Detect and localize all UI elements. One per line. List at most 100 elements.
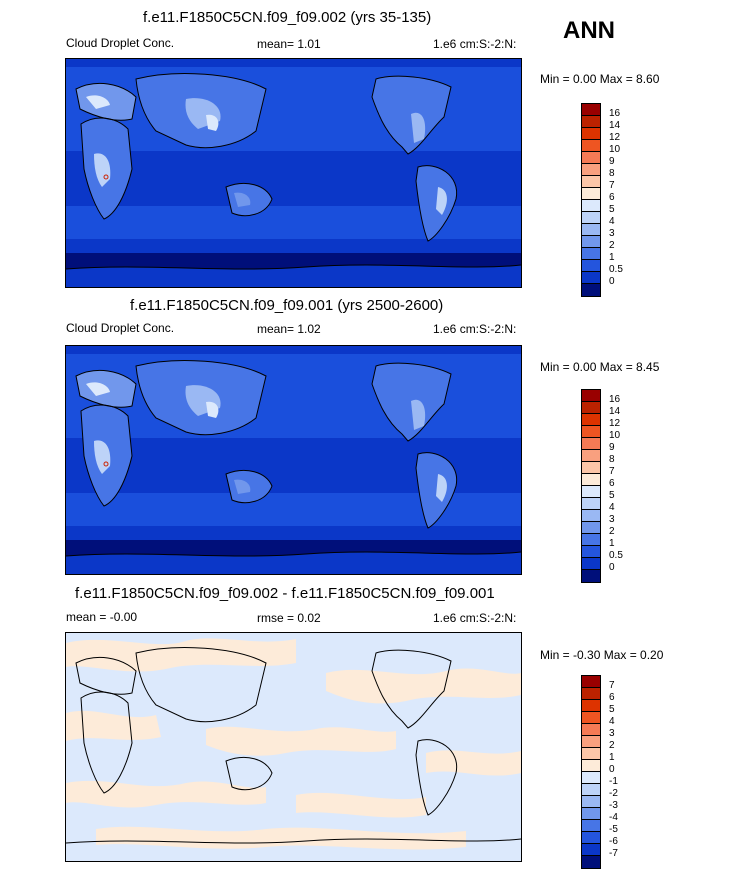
panel3-units-label: 1.e6 cm:S:-2:N: <box>433 611 517 625</box>
panel1-colorbar-swatch <box>582 140 600 152</box>
panel3-colorbar-label: -6 <box>609 836 618 847</box>
panel3-colorbar-label: 2 <box>609 740 615 751</box>
panel1-map <box>65 58 522 288</box>
panel2-colorbar-swatch <box>582 522 600 534</box>
panel1-map-svg <box>66 59 521 287</box>
panel1-colorbar-swatch <box>582 152 600 164</box>
panel1-colorbar-label: 0.5 <box>609 264 623 275</box>
panel1-colorbar-swatch <box>582 176 600 188</box>
panel1-colorbar-swatch <box>582 164 600 176</box>
panel2-map <box>65 345 522 575</box>
panel1-title: f.e11.F1850C5CN.f09_f09.002 (yrs 35-135) <box>143 9 432 26</box>
panel2-units-label: 1.e6 cm:S:-2:N: <box>433 322 517 336</box>
panel1-mean-label: mean= 1.01 <box>257 37 321 51</box>
panel1-colorbar-label: 8 <box>609 168 615 179</box>
panel3-colorbar-label: 4 <box>609 716 615 727</box>
panel2-colorbar-label: 10 <box>609 430 621 441</box>
panel2-colorbar-swatch <box>582 486 600 498</box>
panel1-colorbar-swatch <box>582 248 600 260</box>
panel1-colorbar-swatch <box>582 188 600 200</box>
panel1-colorbar-swatch <box>582 260 600 272</box>
panel3-colorbar-label: -2 <box>609 788 618 799</box>
panel1-colorbar-swatch <box>582 236 600 248</box>
panel3-colorbar-label: -3 <box>609 800 618 811</box>
panel2-colorbar-label: 16 <box>609 394 621 405</box>
panel2-colorbar-label: 0.5 <box>609 550 623 561</box>
panel3-colorbar-swatch <box>582 676 600 688</box>
panel2-colorbar-swatch <box>582 462 600 474</box>
panel3-colorbar-swatch <box>582 772 600 784</box>
panel2-colorbar-label: 2 <box>609 526 615 537</box>
panel2-colorbar-swatch <box>582 390 600 402</box>
panel2-variable-label: Cloud Droplet Conc. <box>66 321 175 335</box>
panel3-colorbar-swatch <box>582 724 600 736</box>
panel3-colorbar-label: -1 <box>609 776 618 787</box>
panel1-colorbar-label: 0 <box>609 276 615 287</box>
panel3-map <box>65 632 522 862</box>
panel2-colorbar-label: 3 <box>609 514 615 525</box>
panel3-colorbar-swatch <box>582 808 600 820</box>
panel2-colorbar-label: 0 <box>609 562 615 573</box>
panel3-colorbar-label: 0 <box>609 764 615 775</box>
panel3-colorbar-swatch <box>582 748 600 760</box>
panel1-colorbar-label: 14 <box>609 120 621 131</box>
panel1-colorbar-label: 9 <box>609 156 615 167</box>
panel1-minmax-label: Min = 0.00 Max = 8.60 <box>540 72 660 86</box>
panel1-colorbar-swatch <box>582 128 600 140</box>
panel3-colorbar-label: 3 <box>609 728 615 739</box>
panel2-colorbar-swatch <box>582 570 600 582</box>
panel3-minmax-label: Min = -0.30 Max = 0.20 <box>540 648 664 662</box>
panel1-colorbar-label: 4 <box>609 216 615 227</box>
panel2-colorbar-swatch <box>582 534 600 546</box>
panel2-title: f.e11.F1850C5CN.f09_f09.001 (yrs 2500-26… <box>130 297 444 314</box>
panel2-colorbar-label: 9 <box>609 442 615 453</box>
panel1-colorbar-label: 6 <box>609 192 615 203</box>
panel2-mean-label: mean= 1.02 <box>257 322 321 336</box>
panel1-colorbar-label: 16 <box>609 108 621 119</box>
panel2-colorbar-swatch <box>582 474 600 486</box>
panel1-colorbar-swatch <box>582 104 600 116</box>
panel1-colorbar-swatch <box>582 116 600 128</box>
panel3-map-svg <box>66 633 521 861</box>
panel3-colorbar-label: 1 <box>609 752 615 763</box>
panel2-colorbar-label: 12 <box>609 418 621 429</box>
panel3-rmse-label: rmse = 0.02 <box>257 611 321 625</box>
panel3-colorbar-swatch <box>582 844 600 856</box>
panel3-colorbar-swatch <box>582 688 600 700</box>
panel2-colorbar-label: 1 <box>609 538 615 549</box>
panel3-colorbar-swatch <box>582 832 600 844</box>
panel3-colorbar-label: -4 <box>609 812 618 823</box>
panel2-colorbar-swatch <box>582 498 600 510</box>
panel1-colorbar-label: 12 <box>609 132 621 143</box>
panel3-title: f.e11.F1850C5CN.f09_f09.002 - f.e11.F185… <box>75 585 495 602</box>
panel3-colorbar-swatch <box>582 700 600 712</box>
panel2-colorbar-label: 6 <box>609 478 615 489</box>
panel3-colorbar-swatch <box>582 856 600 868</box>
panel2-colorbar-swatch <box>582 450 600 462</box>
panel2-colorbar-label: 4 <box>609 502 615 513</box>
panel3-colorbar-swatch <box>582 820 600 832</box>
panel3-colorbar-swatch <box>582 760 600 772</box>
panel2-colorbar-label: 14 <box>609 406 621 417</box>
panel2-colorbar-swatch <box>582 546 600 558</box>
panel3-colorbar-label: -7 <box>609 848 618 859</box>
panel1-colorbar-swatch <box>582 212 600 224</box>
panel3-mean-label: mean = -0.00 <box>66 610 138 624</box>
panel2-colorbar-swatch <box>582 414 600 426</box>
panel1-colorbar-label: 7 <box>609 180 615 191</box>
panel3-colorbar-swatch <box>582 796 600 808</box>
panel2-colorbar-label: 7 <box>609 466 615 477</box>
panel3-colorbar-label: 7 <box>609 680 615 691</box>
panel1-colorbar-swatch <box>582 200 600 212</box>
panel2-minmax-label: Min = 0.00 Max = 8.45 <box>540 360 660 374</box>
season-label: ANN <box>563 17 615 44</box>
panel1-variable-label: Cloud Droplet Conc. <box>66 36 175 50</box>
panel1-colorbar-swatch <box>582 224 600 236</box>
panel2-colorbar-swatch <box>582 558 600 570</box>
panel3-colorbar-swatch <box>582 712 600 724</box>
panel1-colorbar-label: 1 <box>609 252 615 263</box>
panel2-colorbar-label: 5 <box>609 490 615 501</box>
panel2-colorbar <box>581 389 601 583</box>
panel1-units-label: 1.e6 cm:S:-2:N: <box>433 37 517 51</box>
panel2-colorbar-swatch <box>582 438 600 450</box>
